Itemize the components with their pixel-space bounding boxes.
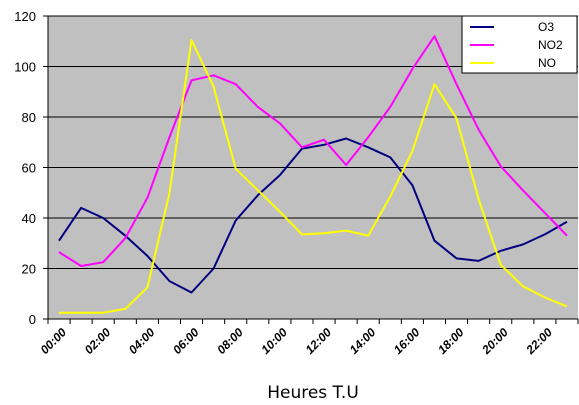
x-tick-label: 02:00 xyxy=(82,325,114,357)
x-tick-label: 08:00 xyxy=(214,325,246,357)
y-axis-ticks: 0 20 40 60 80 100 120 xyxy=(14,9,48,327)
y-tick-label: 20 xyxy=(22,262,36,277)
legend-label: O3 xyxy=(538,20,554,34)
y-tick-label: 80 xyxy=(22,110,36,125)
legend: O3 NO2 NO xyxy=(461,15,578,74)
x-tick-label: 16:00 xyxy=(391,325,423,357)
y-tick-label: 100 xyxy=(14,60,36,75)
x-tick-label: 04:00 xyxy=(126,325,158,357)
x-tick-label: 22:00 xyxy=(523,325,556,358)
series-lines xyxy=(58,35,568,314)
x-tick-label: 20:00 xyxy=(479,325,512,358)
legend-label: NO2 xyxy=(538,38,563,52)
series-line-no xyxy=(59,39,568,314)
x-tick-label: 14:00 xyxy=(347,325,379,357)
x-tick-label: 12:00 xyxy=(303,325,335,357)
series-line-o3 xyxy=(58,137,568,294)
x-tick-label: 06:00 xyxy=(170,325,202,357)
legend-label: NO xyxy=(538,56,556,70)
x-tick-label: 10:00 xyxy=(258,325,290,357)
x-tick-label: 18:00 xyxy=(435,325,467,357)
y-tick-label: 0 xyxy=(29,312,36,327)
y-tick-label: 40 xyxy=(22,211,36,226)
x-axis-label: Heures T.U xyxy=(267,383,359,403)
series-line-no2 xyxy=(58,35,568,267)
x-axis-ticks: 00:00 02:00 04:00 06:00 08:00 10:00 12:00 14:00… xyxy=(38,319,579,358)
x-tick-label: 00:00 xyxy=(38,325,70,357)
y-tick-label: 60 xyxy=(22,161,36,176)
y-tick-label: 120 xyxy=(14,9,36,24)
